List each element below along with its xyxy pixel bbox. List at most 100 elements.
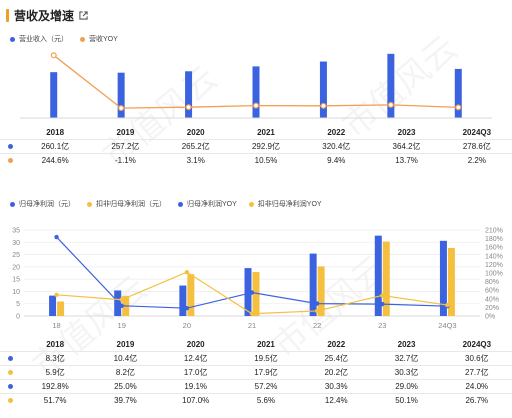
revenue-bar	[387, 53, 395, 118]
header: 营收及增速	[6, 6, 88, 24]
y-right-tick-label: 180%	[485, 236, 503, 243]
table-cell: 364.2亿	[392, 142, 421, 151]
series-dot	[7, 384, 13, 389]
x-tick-label: 19	[118, 321, 126, 330]
legend-label: 归母净利润YOY	[187, 201, 237, 208]
deducted-profit-bar	[382, 241, 390, 316]
table-header-cell: 2024Q3	[462, 340, 492, 349]
series-dot	[7, 158, 13, 163]
chart2-svg: 0 5 10 15 20 25 30 35 0% 20% 40%60% 80%100% 120% 140%…	[12, 228, 503, 331]
chart1-legend: 营业收入（元） 营收YOY	[10, 34, 130, 44]
table-cell: 27.7亿	[465, 368, 489, 377]
table-cell: 2.2%	[467, 156, 486, 165]
series-dot	[7, 370, 13, 375]
deducted-profit-bar	[57, 301, 65, 316]
legend-item-deducted-profit[interactable]: 扣非归母净利润（元）	[87, 199, 166, 209]
series-marker	[0, 158, 20, 163]
legend-label: 营业收入（元）	[19, 36, 68, 43]
legend-dot	[87, 201, 92, 207]
revenue-bar	[117, 72, 125, 118]
deducted-profit-yoy-point	[249, 311, 255, 316]
table-cell: 30.6亿	[465, 354, 489, 363]
deducted-profit-bar	[252, 272, 260, 316]
revenue-yoy-point	[455, 104, 462, 111]
net-profit-bar	[374, 235, 382, 316]
legend-label: 扣非归母净利润（元）	[96, 201, 166, 208]
table-header-cell: 2018	[46, 340, 65, 349]
table-cell: 24.0%	[465, 382, 489, 391]
legend-label: 扣非归母净利润YOY	[257, 201, 322, 208]
legend-item-net-profit-yoy[interactable]: 归母净利润YOY	[178, 199, 237, 209]
net-profit-yoy-point	[380, 301, 385, 307]
y-left-tick-label: 0	[16, 314, 20, 321]
x-tick-label: 23	[378, 321, 386, 330]
series-marker	[0, 356, 20, 361]
revenue-bar	[454, 68, 462, 118]
table-cell: 9.4%	[327, 156, 346, 165]
table-row: 5.9亿 8.2亿 17.0亿 17.9亿 20.2亿 30.3亿 27.7亿	[0, 365, 512, 379]
deducted-profit-bar	[447, 247, 455, 316]
table-cell: 50.1%	[395, 396, 418, 405]
table-cell: -1.1%	[114, 156, 136, 165]
y-right-tick-label: 100%	[485, 271, 503, 278]
net-profit-yoy-point	[184, 305, 190, 311]
legend-label: 营收YOY	[89, 36, 118, 43]
chart1-svg	[20, 52, 492, 119]
table-header: 2018 2019 2020 2021 2022 2023 2024Q3	[0, 338, 512, 351]
table-header-cell: 2024Q3	[462, 128, 492, 137]
revenue-yoy-point	[320, 102, 327, 109]
table-cell: 39.7%	[114, 396, 137, 405]
y-right-tick-label: 160%	[485, 245, 503, 252]
deducted-profit-bar	[187, 274, 195, 316]
y-left-tick-label: 15	[12, 277, 20, 284]
table-cell: 10.5%	[254, 156, 278, 165]
legend-dot	[248, 201, 254, 207]
legend-dot	[178, 201, 183, 207]
series-dot	[7, 398, 13, 403]
table-cell: 260.1亿	[41, 142, 70, 151]
net-profit-bar	[439, 240, 447, 316]
legend-item-revenue[interactable]: 营业收入（元）	[10, 34, 68, 44]
table-cell: 57.2%	[254, 382, 278, 391]
deducted-profit-yoy-point	[314, 308, 320, 314]
revenue-bar	[252, 66, 260, 118]
legend-label: 归母净利润（元）	[19, 201, 75, 208]
table-cell: 5.9亿	[45, 368, 65, 377]
deducted-profit-yoy-point	[119, 297, 124, 302]
legend-item-deducted-profit-yoy[interactable]: 扣非归母净利润YOY	[248, 199, 322, 209]
legend-item-revenue-yoy[interactable]: 营收YOY	[80, 34, 118, 44]
revenue-yoy-point	[50, 52, 57, 59]
table-cell: 5.6%	[256, 396, 276, 405]
deducted-profit-bar	[317, 266, 325, 316]
legend-item-net-profit[interactable]: 归母净利润（元）	[10, 199, 75, 209]
table-header-cell: 2022	[327, 340, 346, 349]
x-tick-label: 20	[183, 321, 191, 330]
net-profit-bar	[309, 253, 317, 316]
table-cell: 292.9亿	[251, 142, 280, 151]
revenue-bar	[185, 71, 193, 118]
table-cell: 25.4亿	[324, 354, 349, 363]
table-cell: 30.3%	[324, 382, 348, 391]
table-row: 244.6% -1.1% 3.1% 10.5% 9.4% 13.7% 2.2%	[0, 153, 512, 167]
external-link-icon[interactable]	[79, 10, 88, 20]
table-cell: 20.2亿	[324, 368, 349, 377]
y-right-tick-label: 120%	[485, 262, 503, 269]
table-header-cell: 2018	[46, 128, 65, 137]
net-profit-yoy-point	[314, 301, 320, 306]
table-cell: 19.1%	[184, 382, 208, 391]
legend-dot	[80, 36, 85, 42]
revenue-yoy-point	[118, 105, 125, 112]
y-right-tick-label: 80%	[485, 279, 499, 286]
y-right-tick-label: 0%	[485, 314, 495, 321]
deducted-profit-yoy-point	[184, 269, 190, 275]
table-header-cell: 2020	[186, 128, 205, 137]
net-profit-bar	[244, 268, 252, 316]
table-cell: 12.4%	[324, 396, 348, 405]
table-cell: 29.0%	[395, 382, 418, 391]
table-row: 192.8% 25.0% 19.1% 57.2% 30.3% 29.0% 24.0%	[0, 379, 512, 393]
table-row: 8.3亿 10.4亿 12.4亿 19.5亿 25.4亿 32.7亿 30.6亿	[0, 351, 512, 365]
table-row: 51.7% 39.7% 107.0% 5.6% 12.4% 50.1% 26.7%	[0, 393, 512, 407]
net-profit-bar	[179, 285, 187, 316]
table-header-cell: 2021	[257, 128, 275, 137]
net-profit-yoy-point	[249, 290, 255, 295]
